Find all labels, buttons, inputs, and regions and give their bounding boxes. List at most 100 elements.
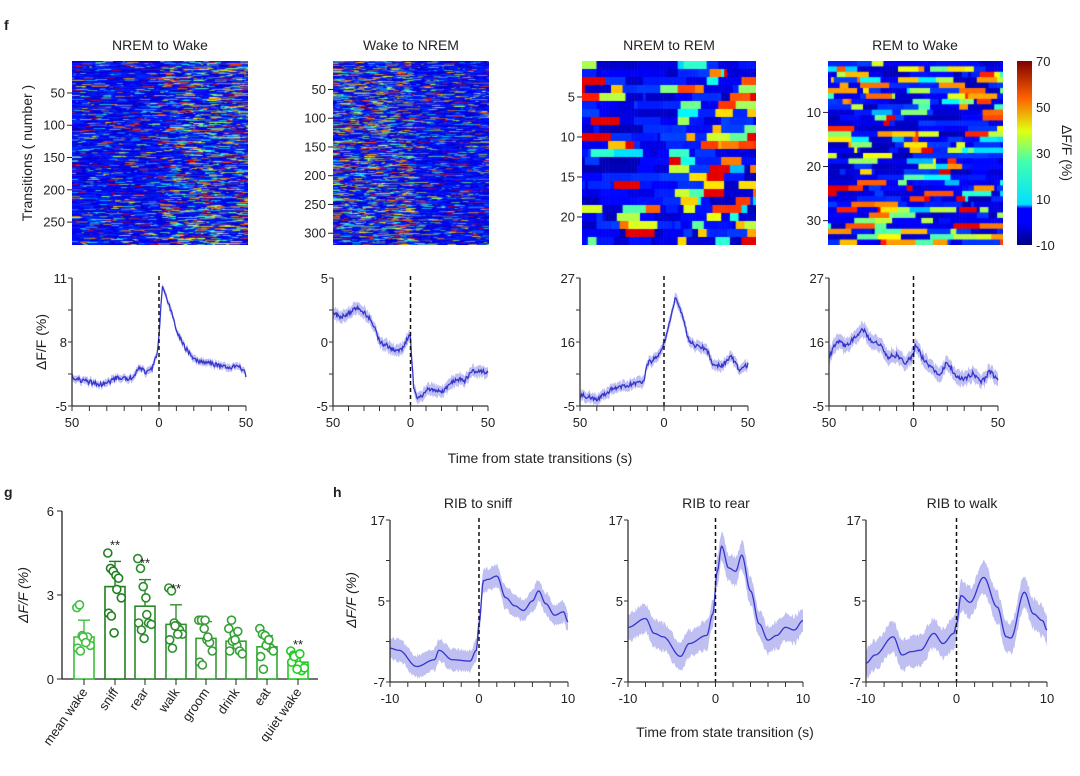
heatmap-ytick-label: 5 (568, 90, 575, 105)
heatmap-ytick-label: 20 (561, 210, 575, 225)
heatmap-ytick-label: 10 (807, 105, 821, 120)
y-tick-label: -5 (563, 399, 575, 414)
heatmap-ytick-label: 50 (51, 85, 65, 100)
x-tick-label: 50 (326, 415, 340, 430)
mean-trace (71, 286, 247, 388)
y-tick-label: 0 (47, 672, 54, 687)
heatmap-wake-to-nrem (333, 61, 489, 245)
category-label: groom (179, 685, 212, 724)
h-title-rear: RIB to rear (682, 495, 750, 511)
heatmap-nrem-to-rem (582, 61, 756, 245)
x-tick-label: 50 (65, 415, 79, 430)
x-tick-label: 50 (741, 415, 755, 430)
data-point (142, 609, 152, 620)
data-point (268, 646, 279, 656)
heatmap-ytick-label: 250 (43, 215, 65, 230)
data-point (167, 643, 178, 654)
category-label: sniff (96, 685, 122, 713)
heatmap-ytick-label: 250 (304, 197, 326, 212)
heatmap-ytick-label: 150 (304, 139, 326, 154)
y-tick-label: -5 (55, 399, 67, 414)
y-tick-label: 17 (371, 513, 385, 528)
data-point (166, 585, 177, 596)
y-tick-label: -5 (316, 399, 328, 414)
heatmap-title-nrem-rem: NREM to REM (623, 37, 715, 53)
data-point (226, 615, 237, 626)
x-tick-label: 50 (991, 415, 1005, 430)
heatmap-title-wake-nrem: Wake to NREM (363, 37, 459, 53)
y-tick-label: 5 (616, 594, 623, 609)
data-point (109, 627, 119, 638)
heatmap-ytick-label: 150 (43, 150, 65, 165)
y-tick-label: -7 (849, 675, 861, 690)
x-tick-label: 0 (953, 691, 960, 706)
data-point (138, 581, 148, 592)
y-tick-label: 8 (60, 335, 67, 350)
chart-marks: 5010015020025050100150200250300510152010… (40, 54, 1055, 748)
data-point (255, 651, 266, 662)
data-point (133, 553, 143, 564)
data-point (113, 573, 124, 584)
data-point (141, 592, 151, 603)
panel-label-h: h (333, 484, 342, 500)
data-point (81, 637, 91, 648)
data-point (294, 648, 305, 659)
y-tick-label: -7 (611, 675, 623, 690)
panel-label-g: g (4, 484, 13, 500)
panel-label-f: f (4, 17, 9, 33)
heatmap-title-nrem-wake: NREM to Wake (112, 37, 208, 53)
y-tick-label: 0 (321, 335, 328, 350)
h-ylabel: ΔF/F (%) (343, 572, 359, 629)
category-label: walk (155, 685, 183, 716)
colorbar (1017, 61, 1032, 245)
data-point (146, 619, 157, 630)
sem-band (333, 301, 488, 405)
data-point (199, 623, 209, 634)
heatmap-ytick-label: 10 (561, 130, 575, 145)
heatmap-ytick-label: 200 (304, 168, 326, 183)
colorbar-label: ΔF/F (%) (1059, 125, 1075, 181)
colorbar-tick-label: 10 (1036, 192, 1050, 207)
heatmap-ytick-label: 50 (312, 82, 326, 97)
h-title-walk: RIB to walk (927, 495, 999, 511)
data-point (74, 599, 85, 610)
y-tick-label: 17 (847, 513, 861, 528)
y-tick-label: 27 (561, 271, 575, 286)
heatmap-nrem-to-wake (72, 61, 248, 245)
x-tick-label: -10 (619, 691, 638, 706)
y-tick-label: 5 (378, 594, 385, 609)
x-tick-label: 50 (822, 415, 836, 430)
x-tick-label: -10 (381, 691, 400, 706)
category-label: rear (126, 685, 152, 713)
data-point (103, 548, 113, 558)
data-point (136, 625, 147, 635)
y-tick-label: -5 (812, 399, 824, 414)
heatmap-ytick-label: 30 (807, 213, 821, 228)
colorbar-tick-label: 30 (1036, 146, 1050, 161)
y-tick-label: 27 (810, 271, 824, 286)
data-point (292, 664, 302, 675)
heatmap-ytick-label: 300 (304, 226, 326, 241)
data-point (200, 615, 210, 626)
x-tick-label: 0 (660, 415, 667, 430)
f-xlabel: Time from state transitions (s) (448, 450, 633, 466)
data-point (207, 646, 218, 656)
y-tick-label: 16 (810, 335, 824, 350)
x-tick-label: 0 (407, 415, 414, 430)
sem-band (628, 531, 803, 672)
mean-trace (627, 545, 804, 658)
data-point (237, 648, 248, 659)
data-point (258, 664, 269, 675)
heatmap-title-rem-wake: REM to Wake (872, 37, 958, 53)
x-tick-label: 0 (155, 415, 162, 430)
data-point (224, 623, 234, 634)
significance-stars: ** (140, 556, 150, 571)
y-tick-label: 6 (47, 504, 54, 519)
y-tick-label: 11 (54, 271, 68, 286)
heatmap-rem-to-wake (828, 61, 1003, 245)
colorbar-tick-label: 50 (1036, 100, 1050, 115)
category-label: drink (214, 685, 243, 717)
heatmap-ytick-label: 100 (43, 118, 65, 133)
data-point (112, 584, 122, 595)
